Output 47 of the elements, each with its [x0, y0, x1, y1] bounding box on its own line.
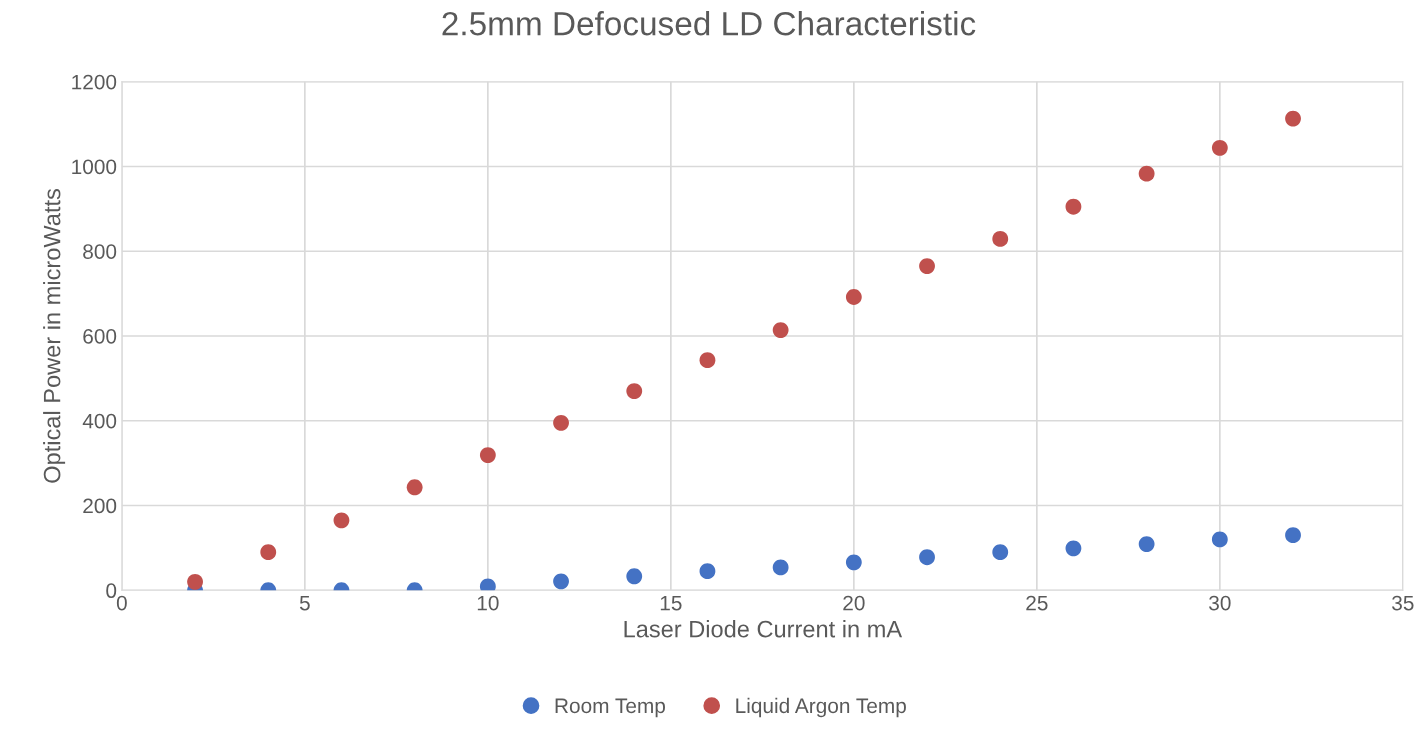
- legend-label: Room Temp: [555, 698, 665, 718]
- point: [626, 383, 643, 399]
- x-tick-label: 0: [116, 595, 127, 611]
- x-tick-label: 30: [1209, 595, 1231, 611]
- point: [699, 563, 716, 580]
- x-tick-label: 35: [1392, 595, 1414, 611]
- point: [479, 447, 496, 463]
- legend-label: Liquid Argon Temp: [736, 697, 906, 718]
- x-tick-label: 15: [660, 595, 682, 611]
- point: [1065, 198, 1082, 215]
- point: [187, 573, 203, 590]
- y-tick-label: 400: [82, 413, 117, 429]
- point: [260, 544, 277, 561]
- x-tick-label: 20: [843, 595, 865, 611]
- y-axis-title: Optical Power in microWatts: [43, 189, 66, 483]
- point: [1285, 110, 1301, 127]
- point: [1138, 165, 1155, 182]
- point: [1285, 527, 1301, 544]
- point: [1211, 139, 1228, 156]
- y-tick-label: 200: [83, 498, 117, 514]
- point: [992, 544, 1009, 561]
- point: [772, 559, 789, 576]
- chart-title: 2.5mm Defocused LD Characteristic: [442, 11, 976, 36]
- point: [1065, 540, 1082, 557]
- x-tick-label: 10: [477, 595, 499, 611]
- y-tick-label: 0: [106, 583, 117, 599]
- point: [553, 414, 569, 431]
- point: [845, 289, 862, 305]
- x-tick-label: 25: [1026, 595, 1048, 611]
- point: [333, 512, 350, 529]
- y-tick-label: 1200: [72, 74, 117, 90]
- point: [992, 231, 1009, 247]
- y-tick-label: 800: [83, 244, 117, 259]
- point: [626, 568, 643, 585]
- point: [1211, 531, 1228, 548]
- x-tick-label: 5: [299, 595, 310, 611]
- y-tick-label: 1000: [72, 159, 117, 175]
- x-axis-title: Laser Diode Current in mA: [624, 620, 903, 638]
- point: [553, 573, 569, 590]
- point: [919, 258, 935, 274]
- point: [1138, 536, 1155, 552]
- point: [406, 479, 423, 496]
- point: [699, 352, 716, 369]
- point: [772, 322, 789, 338]
- y-tick-label: 600: [83, 328, 117, 344]
- point: [919, 549, 935, 566]
- point: [845, 554, 862, 571]
